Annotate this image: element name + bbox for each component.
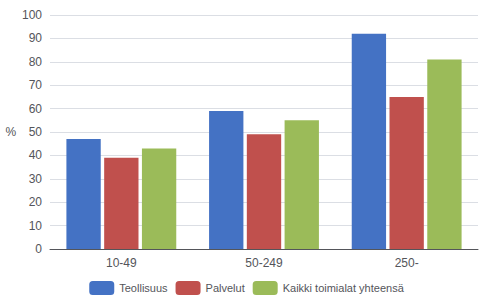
- svg-text:100: 100: [22, 8, 42, 22]
- svg-text:60: 60: [29, 102, 43, 116]
- svg-text:50: 50: [29, 125, 43, 139]
- svg-text:50-249: 50-249: [245, 256, 283, 270]
- svg-text:70: 70: [29, 78, 43, 92]
- svg-text:30: 30: [29, 172, 43, 186]
- svg-text:0: 0: [35, 242, 42, 256]
- svg-text:20: 20: [29, 195, 43, 209]
- svg-text:%: %: [5, 125, 16, 139]
- svg-text:250-: 250-: [395, 256, 419, 270]
- svg-text:Teollisuus: Teollisuus: [119, 282, 168, 294]
- svg-text:40: 40: [29, 148, 43, 162]
- svg-text:Kaikki toimialat yhteensä: Kaikki toimialat yhteensä: [283, 282, 405, 294]
- svg-text:10-49: 10-49: [106, 256, 137, 270]
- svg-text:Palvelut: Palvelut: [206, 282, 245, 294]
- svg-text:90: 90: [29, 31, 43, 45]
- svg-text:80: 80: [29, 55, 43, 69]
- svg-text:10: 10: [29, 219, 43, 233]
